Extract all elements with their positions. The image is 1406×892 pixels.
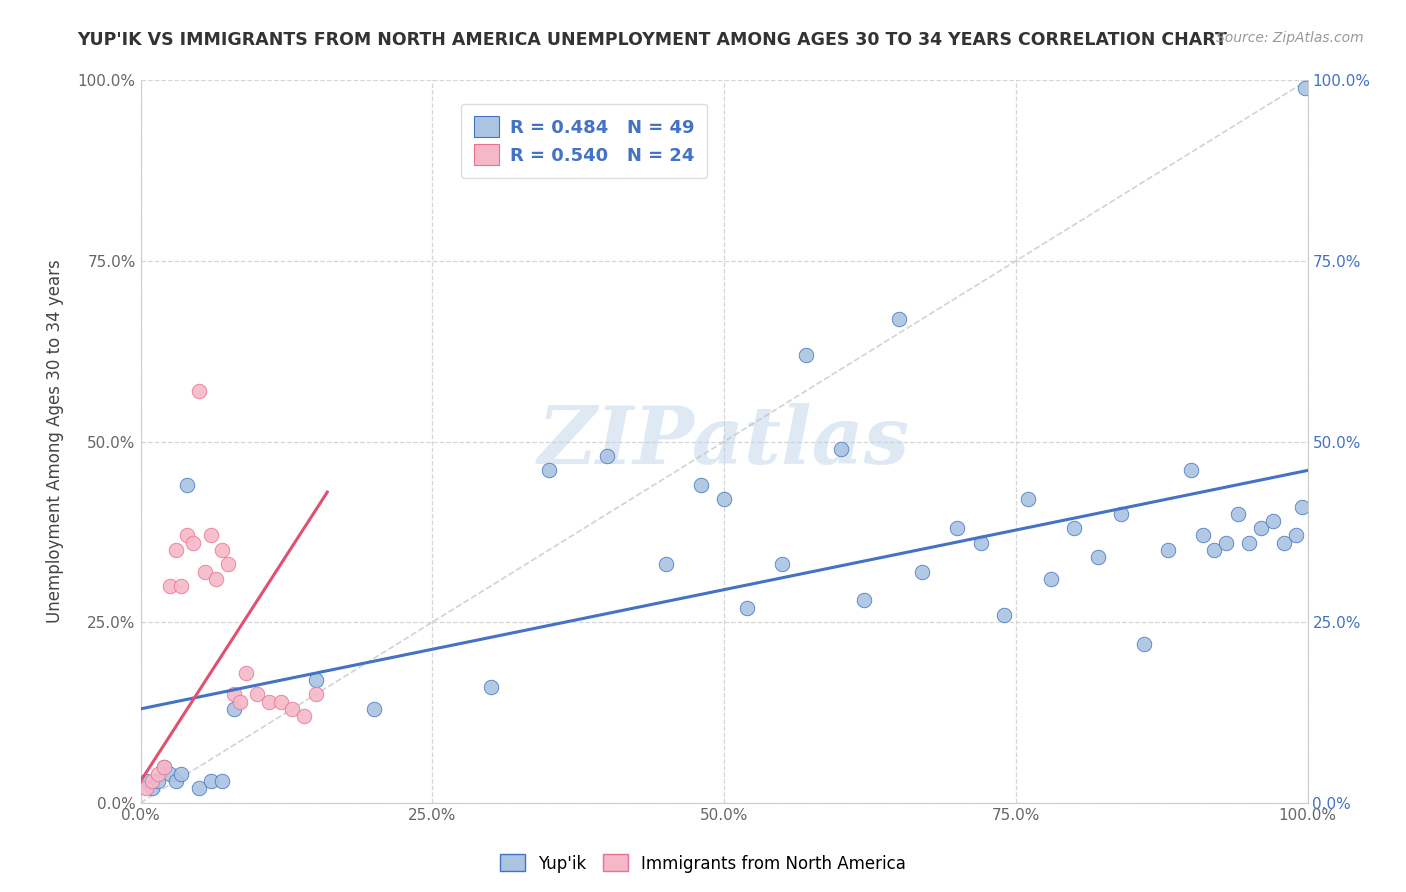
Point <box>1191 528 1213 542</box>
Point <box>165 774 187 789</box>
Point <box>170 579 193 593</box>
Point <box>1261 514 1284 528</box>
Text: Source: ZipAtlas.com: Source: ZipAtlas.com <box>1216 31 1364 45</box>
Point <box>229 695 252 709</box>
Point <box>1039 572 1062 586</box>
Point <box>141 781 163 796</box>
Point <box>772 558 794 572</box>
Point <box>1285 528 1308 542</box>
Point <box>222 702 245 716</box>
Point <box>170 767 193 781</box>
Point <box>153 760 176 774</box>
Point <box>188 781 211 796</box>
Point <box>993 607 1015 622</box>
Point <box>479 680 502 694</box>
Point <box>217 558 239 572</box>
Point <box>235 665 257 680</box>
Point <box>737 600 759 615</box>
Point <box>655 558 678 572</box>
Point <box>1250 521 1272 535</box>
Point <box>1215 535 1237 549</box>
Point <box>305 673 328 687</box>
Point <box>1109 507 1132 521</box>
Point <box>889 311 911 326</box>
Y-axis label: Unemployment Among Ages 30 to 34 years: Unemployment Among Ages 30 to 34 years <box>46 260 63 624</box>
Point <box>305 687 328 701</box>
Point <box>176 528 198 542</box>
Point <box>1239 535 1261 549</box>
Point <box>200 774 222 789</box>
Point <box>246 687 269 701</box>
Point <box>1294 80 1316 95</box>
Point <box>1272 535 1295 549</box>
Point <box>135 781 157 796</box>
Point <box>181 535 204 549</box>
Point <box>1087 550 1109 565</box>
Point <box>211 542 233 557</box>
Point <box>713 492 735 507</box>
Point <box>211 774 233 789</box>
Point <box>141 774 163 789</box>
Text: YUP'IK VS IMMIGRANTS FROM NORTH AMERICA UNEMPLOYMENT AMONG AGES 30 TO 34 YEARS C: YUP'IK VS IMMIGRANTS FROM NORTH AMERICA … <box>77 31 1227 49</box>
Point <box>257 695 280 709</box>
Point <box>596 449 619 463</box>
Legend: R = 0.484   N = 49, R = 0.540   N = 24: R = 0.484 N = 49, R = 0.540 N = 24 <box>461 103 707 178</box>
Point <box>1156 542 1178 557</box>
Point <box>222 687 245 701</box>
Point <box>1180 463 1202 477</box>
Legend: Yup'ik, Immigrants from North America: Yup'ik, Immigrants from North America <box>494 847 912 880</box>
Point <box>853 593 876 607</box>
Point <box>970 535 993 549</box>
Point <box>911 565 934 579</box>
Point <box>188 384 211 398</box>
Point <box>270 695 292 709</box>
Point <box>1133 637 1156 651</box>
Point <box>165 542 187 557</box>
Point <box>159 767 181 781</box>
Point <box>1017 492 1039 507</box>
Point <box>946 521 969 535</box>
Point <box>689 478 711 492</box>
Point <box>194 565 217 579</box>
Point <box>794 348 817 362</box>
Point <box>159 579 181 593</box>
Point <box>292 709 315 723</box>
Point <box>146 767 169 781</box>
Point <box>830 442 852 456</box>
Point <box>538 463 561 477</box>
Point <box>1063 521 1085 535</box>
Point <box>1204 542 1226 557</box>
Point <box>363 702 385 716</box>
Point <box>153 760 176 774</box>
Point <box>205 572 228 586</box>
Point <box>1226 507 1249 521</box>
Point <box>281 702 304 716</box>
Point <box>200 528 222 542</box>
Text: ZIPatlas: ZIPatlas <box>538 403 910 480</box>
Point <box>135 774 157 789</box>
Point <box>176 478 198 492</box>
Point <box>146 774 169 789</box>
Point <box>1291 500 1313 514</box>
